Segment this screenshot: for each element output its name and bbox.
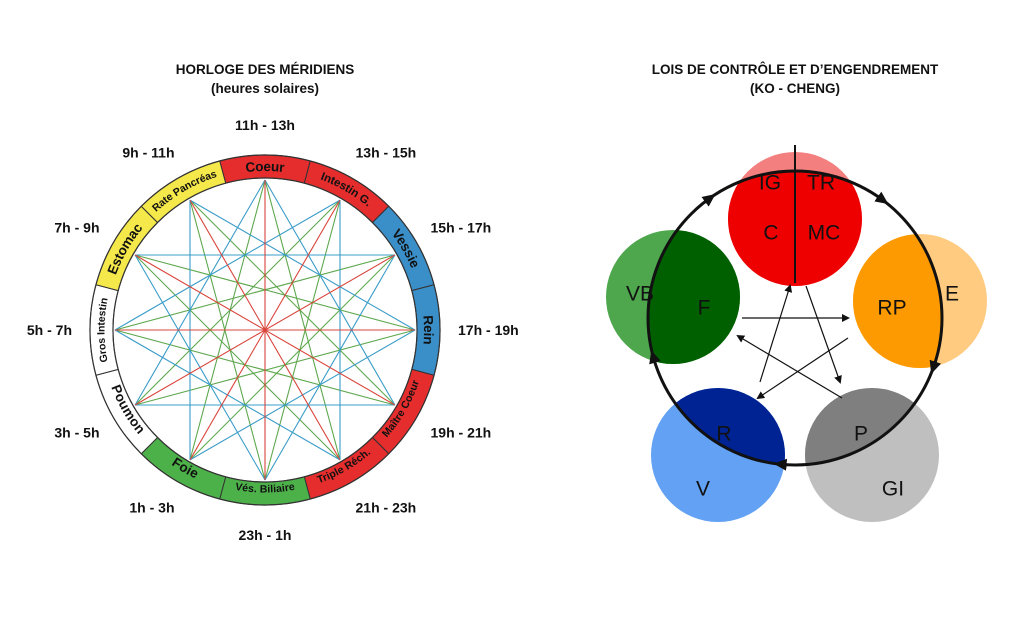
ko-element-label: TR [807, 172, 835, 195]
ko-arrows [649, 191, 942, 471]
clock-hour-label: 21h - 23h [356, 500, 417, 516]
clock-line [189, 199, 396, 406]
ko-element [853, 234, 987, 368]
cheng-arrow [929, 359, 942, 374]
clock-hour-label: 19h - 21h [431, 425, 492, 441]
ko-element-label: P [854, 423, 868, 446]
ko-element-label: C [763, 222, 778, 245]
ko-title: LOIS DE CONTRÔLE ET D’ENGENDREMENT [651, 62, 939, 77]
clock-line [189, 254, 396, 461]
ko-element-label: V [696, 478, 710, 501]
cheng-arrow [701, 194, 716, 207]
ko-element [606, 230, 740, 364]
clock-line [114, 329, 396, 406]
ko-element-label: F [698, 297, 711, 320]
clock-line [189, 199, 341, 461]
ko-element-label: IG [759, 172, 781, 195]
ko-inner-area [648, 230, 740, 364]
ko-element [651, 388, 785, 522]
clock-segment-label: Gros Intestin [95, 297, 110, 364]
ko-element-label: MC [808, 222, 841, 245]
ko-arrow [759, 284, 793, 383]
clock-hour-label: 11h - 13h [235, 117, 295, 133]
clock-hour-label: 1h - 3h [129, 500, 174, 516]
clock-hour-label: 5h - 7h [27, 322, 72, 338]
clock-line [264, 179, 341, 461]
clock-hour-labels: 11h - 13h 13h - 15h 15h - 17h 17h - 19h 19h … [27, 117, 519, 543]
clock-segment-label: Vés. Biliaire [234, 481, 296, 496]
clock-segment-label: Coeur [245, 159, 286, 175]
ko-title-block: LOIS DE CONTRÔLE ET D’ENGENDREMENT (KO -… [630, 60, 960, 98]
clock-line [189, 199, 266, 481]
clock-title-block: HORLOGE DES MÉRIDIENS (heures solaires) [120, 60, 410, 98]
clock-line [134, 199, 341, 406]
ko-arrow [805, 285, 842, 384]
ko-element-circles: IG TR C MC E RP GI P V R VB F [606, 145, 987, 522]
clock-line [114, 254, 396, 331]
clock-hour-label: 23h - 1h [239, 527, 292, 543]
cheng-arrow [649, 350, 661, 365]
cheng-cycle-circle [646, 169, 944, 467]
ko-arrow [756, 337, 849, 400]
ko-element-label: GI [882, 478, 904, 501]
clock-line [134, 329, 416, 406]
clock-line [134, 254, 341, 461]
clock-segment-label: Rein [420, 315, 436, 345]
cheng-arrow [773, 458, 788, 471]
ko-arrow [736, 334, 843, 399]
ko-element [805, 388, 939, 522]
ko-inner-area [853, 234, 942, 368]
clock-hour-label: 9h - 11h [122, 145, 174, 161]
clock-hour-label: 15h - 17h [431, 220, 492, 236]
clock-hour-label: 3h - 5h [54, 425, 99, 441]
clock-star-lines [114, 179, 416, 481]
clock-title: HORLOGE DES MÉRIDIENS [175, 62, 355, 77]
clock-hour-label: 13h - 15h [356, 145, 417, 161]
clock-line [134, 254, 416, 331]
ko-subtitle: (KO - CHENG) [750, 81, 840, 96]
ko-element-label: E [945, 283, 959, 306]
clock-line [189, 179, 266, 461]
ko-element-label: R [716, 423, 731, 446]
cheng-arrow [874, 191, 889, 205]
clock-line [264, 199, 341, 481]
ko-element-label: RP [877, 297, 906, 320]
clock-hour-label: 17h - 19h [458, 322, 519, 338]
ko-element-label: VB [626, 283, 654, 306]
clock-subtitle: (heures solaires) [210, 81, 320, 96]
clock-hour-label: 7h - 9h [54, 220, 99, 236]
